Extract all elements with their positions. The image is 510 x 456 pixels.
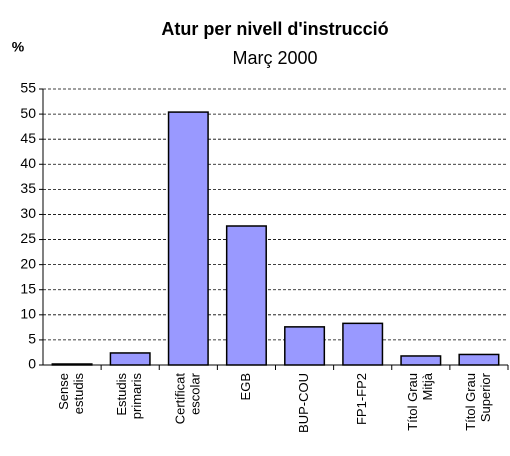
y-tick-label: 55 <box>20 80 36 96</box>
y-tick-label: 50 <box>20 105 36 121</box>
y-tick-label: 25 <box>20 230 36 246</box>
bar <box>167 111 209 366</box>
bar <box>284 326 326 366</box>
bar <box>225 225 267 366</box>
y-tick-label: 5 <box>28 331 36 347</box>
y-tick-label: 10 <box>20 306 36 322</box>
x-tick-label: escolar <box>187 372 202 415</box>
bar <box>458 353 500 366</box>
chart-title: Atur per nivell d'instrucció <box>161 19 388 39</box>
x-tick-label: Superior <box>478 372 493 422</box>
y-tick-label: 30 <box>20 205 36 221</box>
bar <box>400 355 442 366</box>
x-tick-label: primaris <box>129 373 144 420</box>
y-tick-label: 20 <box>20 255 36 271</box>
bar <box>342 322 384 366</box>
x-tick-label: Certificat <box>172 373 187 425</box>
y-tick-label: 35 <box>20 180 36 196</box>
y-tick-label: 40 <box>20 155 36 171</box>
x-tick-label: Sense <box>56 373 71 410</box>
x-tick-label: BUP-COU <box>296 373 311 433</box>
bar <box>109 352 151 366</box>
y-axis-label: % <box>12 39 25 55</box>
chart-subtitle: Març 2000 <box>232 48 317 68</box>
y-tick-label: 0 <box>28 356 36 372</box>
x-tick-label: EGB <box>238 373 253 400</box>
x-tick-label: FP1-FP2 <box>354 373 369 425</box>
x-tick-label: Títol Grau <box>405 373 420 431</box>
y-tick-label: 45 <box>20 130 36 146</box>
x-tick-label: estudis <box>71 373 86 415</box>
x-tick-label: Títol Grau <box>463 373 478 431</box>
y-tick-label: 15 <box>20 280 36 296</box>
x-tick-label: Mitjà <box>420 372 435 400</box>
x-tick-label: Estudis <box>114 373 129 416</box>
